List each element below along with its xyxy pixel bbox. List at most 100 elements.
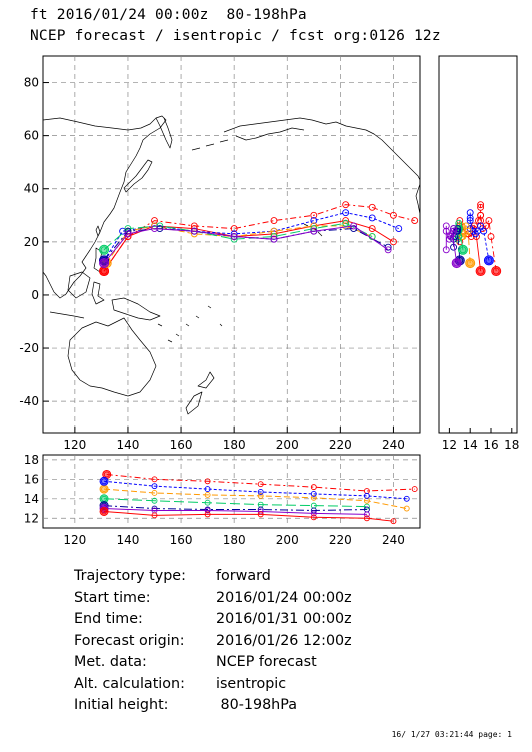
coast-pacific-islands <box>157 305 223 343</box>
bottom-y-tick-label: 16 <box>24 472 39 486</box>
side-series-point <box>487 233 495 240</box>
bottom-series-line <box>104 510 394 522</box>
map-x-tick-label: 180 <box>223 438 246 452</box>
bottom-series-point <box>310 484 317 491</box>
info-row-height: Initial height: 80-198hPa <box>74 697 352 719</box>
coast-aleutians <box>191 139 229 151</box>
map-frame <box>42 55 421 434</box>
bottom-start-marker <box>99 476 109 486</box>
map-series-point <box>390 238 397 246</box>
bottom-x-tick-label: 160 <box>170 533 193 547</box>
bottom-series-line <box>106 473 415 492</box>
side-series-point <box>477 217 485 225</box>
map-series-point <box>395 225 403 233</box>
side-series-point <box>450 225 458 233</box>
info-label: End time: <box>74 611 143 627</box>
side-series-point <box>442 227 450 235</box>
bottom-x-tick-label: 200 <box>276 533 299 547</box>
map-series-point <box>270 235 278 243</box>
side-x-tick-labels: 12 14 16 18 <box>442 438 520 452</box>
map-series-point <box>124 230 132 238</box>
bottom-x-tick-label: 140 <box>117 533 140 547</box>
bottom-series-point <box>204 478 211 485</box>
bottom-series-point <box>310 490 317 497</box>
map-series-point <box>368 203 376 211</box>
side-series-point <box>485 217 493 225</box>
coast-japan <box>123 159 153 193</box>
map-y-tick-labels: 80 60 40 20 0 -20 -40 <box>19 76 39 409</box>
side-x-tick-label: 12 <box>442 438 457 452</box>
map-series-line <box>103 212 399 261</box>
map-series-line <box>103 222 373 251</box>
map-y-tick-label: 60 <box>24 129 39 143</box>
bottom-series-point <box>257 492 264 499</box>
side-series-point <box>462 222 470 230</box>
info-label: Met. data: <box>74 654 147 670</box>
side-start-marker <box>465 258 476 269</box>
bottom-series-point <box>204 511 211 518</box>
bottom-series-point <box>151 497 158 504</box>
chart-title-line1: ft 2016/01/24 00:00z 80-198hPa <box>30 7 307 23</box>
side-series-point <box>445 235 453 243</box>
page-footer: 16/ 1/27 03:21:44 page: 1 <box>391 730 512 739</box>
map-series-line <box>103 225 389 264</box>
side-series-point <box>477 222 485 230</box>
map-series-point <box>368 225 376 233</box>
map-x-tick-label: 140 <box>117 438 140 452</box>
bottom-x-tick-label: 120 <box>63 533 86 547</box>
map-series-point <box>230 233 238 240</box>
info-label: Alt. calculation: <box>74 675 185 692</box>
side-grid <box>448 428 513 433</box>
coast-asia <box>42 115 167 299</box>
trajectory-info: Trajectory type: forward Start time: 2016/… <box>74 568 352 719</box>
bottom-series-point <box>363 515 370 522</box>
side-marks <box>442 201 502 277</box>
map-start-marker <box>99 244 110 255</box>
side-panel: 12 14 16 18 <box>438 55 520 452</box>
bottom-series-point <box>403 495 410 502</box>
side-x-tick-label: 16 <box>483 438 498 452</box>
bottom-y-tick-label: 18 <box>24 453 39 467</box>
bottom-series-point <box>151 505 158 512</box>
info-value: NCEP forecast <box>216 654 317 670</box>
bottom-series-point <box>257 511 264 518</box>
bottom-series-point <box>151 490 158 496</box>
bottom-series-point <box>204 507 211 514</box>
side-start-marker <box>457 244 468 255</box>
bottom-panel: 120 140 160 180 200 220 240 18 16 14 12 <box>24 453 421 547</box>
side-start-marker <box>483 255 494 266</box>
bottom-y-tick-label: 14 <box>24 492 39 506</box>
bottom-series-point <box>204 491 211 498</box>
side-frame <box>438 55 518 434</box>
map-x-tick-label: 120 <box>63 438 86 452</box>
side-x-tick-label: 18 <box>504 438 519 452</box>
side-series-point <box>466 217 474 225</box>
chart-title-line2: NCEP forecast / isentropic / fcst org:01… <box>30 28 441 44</box>
bottom-grid <box>43 455 420 528</box>
map-start-marker <box>99 258 110 269</box>
bottom-series-point <box>204 486 211 493</box>
bottom-series-line <box>104 505 367 511</box>
coast-north-america <box>415 183 421 215</box>
bottom-series-point <box>310 510 317 517</box>
map-x-tick-label: 220 <box>329 438 352 452</box>
map-series-point <box>368 214 376 222</box>
bottom-x-tick-label: 180 <box>223 533 246 547</box>
map-series-line <box>106 225 373 264</box>
map-series <box>99 201 419 277</box>
map-x-tick-label: 200 <box>276 438 299 452</box>
side-x-tick-label: 14 <box>463 438 478 452</box>
map-series-point <box>350 222 358 230</box>
map-series-line <box>103 228 389 261</box>
map-x-tick-label: 160 <box>170 438 193 452</box>
map-series-point <box>310 227 318 235</box>
bottom-series-point <box>257 489 264 495</box>
info-label: Start time: <box>74 589 151 606</box>
bottom-series-point <box>151 476 158 483</box>
side-series-point <box>442 246 450 254</box>
coast-new-zealand <box>185 371 215 415</box>
map-series-point <box>151 217 158 225</box>
side-series-point <box>442 222 450 230</box>
bottom-series-point <box>310 494 317 501</box>
